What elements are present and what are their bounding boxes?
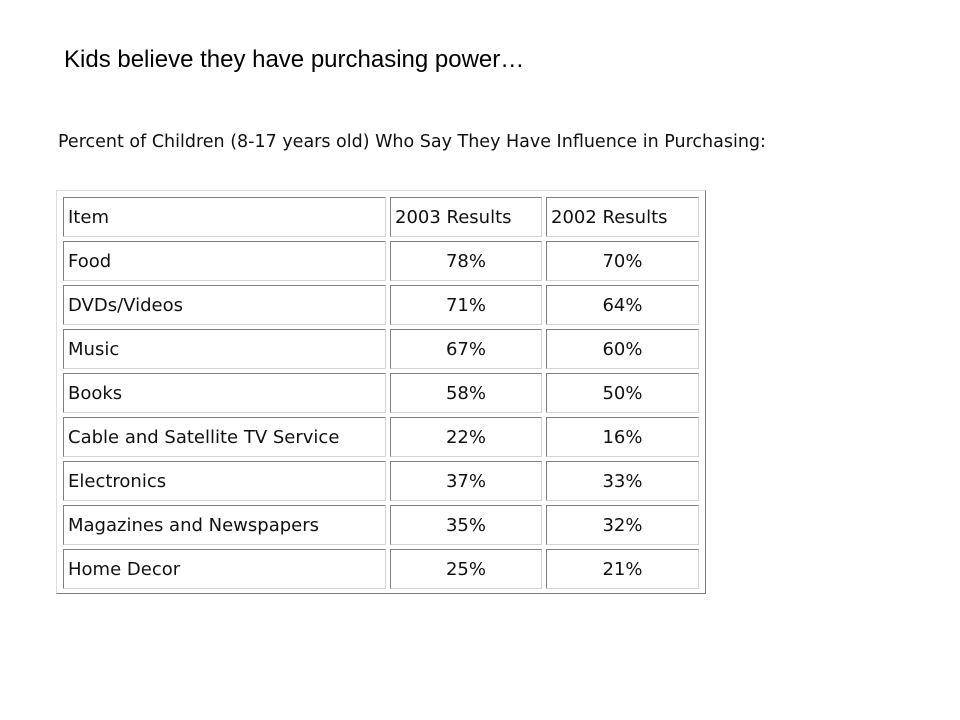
table-row: Food 78% 70%: [63, 241, 699, 281]
row-2002-value: 70%: [546, 241, 699, 281]
row-item: Cable and Satellite TV Service: [63, 417, 386, 457]
row-item: Magazines and Newspapers: [63, 505, 386, 545]
row-item: Food: [63, 241, 386, 281]
row-2003-value: 37%: [390, 461, 542, 501]
row-2002-value: 50%: [546, 373, 699, 413]
row-2003-value: 25%: [390, 549, 542, 589]
header-row: Item 2003 Results 2002 Results: [63, 197, 699, 237]
row-2002-value: 60%: [546, 329, 699, 369]
table-row: Music 67% 60%: [63, 329, 699, 369]
row-item: Electronics: [63, 461, 386, 501]
table-row: DVDs/Videos 71% 64%: [63, 285, 699, 325]
row-item: Music: [63, 329, 386, 369]
row-2003-value: 67%: [390, 329, 542, 369]
table-caption: Percent of Children (8-17 years old) Who…: [58, 132, 766, 152]
row-item: Home Decor: [63, 549, 386, 589]
results-table: Item 2003 Results 2002 Results Food 78% …: [59, 193, 703, 593]
column-header-2002-results: 2002 Results: [546, 197, 699, 237]
table-row: Cable and Satellite TV Service 22% 16%: [63, 417, 699, 457]
row-2003-value: 71%: [390, 285, 542, 325]
row-item: DVDs/Videos: [63, 285, 386, 325]
table-row: Books 58% 50%: [63, 373, 699, 413]
column-header-item: Item: [63, 197, 386, 237]
row-2002-value: 64%: [546, 285, 699, 325]
column-header-2003-results: 2003 Results: [390, 197, 542, 237]
row-item: Books: [63, 373, 386, 413]
slide-title: Kids believe they have purchasing power…: [64, 46, 525, 73]
row-2002-value: 32%: [546, 505, 699, 545]
row-2003-value: 78%: [390, 241, 542, 281]
table-row: Electronics 37% 33%: [63, 461, 699, 501]
table-row: Home Decor 25% 21%: [63, 549, 699, 589]
table-row: Magazines and Newspapers 35% 32%: [63, 505, 699, 545]
results-table-frame: Item 2003 Results 2002 Results Food 78% …: [56, 190, 706, 594]
row-2003-value: 58%: [390, 373, 542, 413]
row-2002-value: 16%: [546, 417, 699, 457]
row-2003-value: 35%: [390, 505, 542, 545]
row-2003-value: 22%: [390, 417, 542, 457]
row-2002-value: 33%: [546, 461, 699, 501]
row-2002-value: 21%: [546, 549, 699, 589]
